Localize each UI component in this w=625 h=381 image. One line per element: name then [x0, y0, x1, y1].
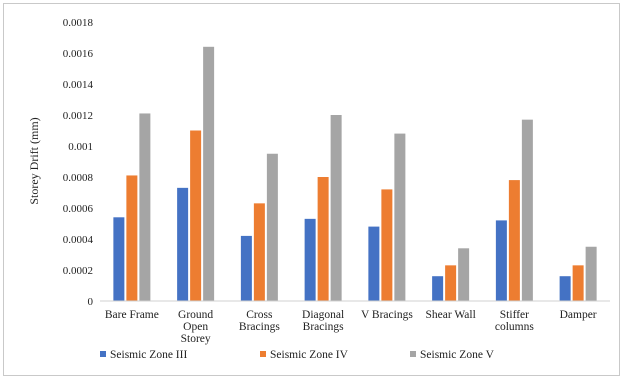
bar [381, 189, 393, 301]
legend-swatch [410, 351, 416, 357]
bar [240, 235, 252, 301]
y-axis-ticks: 0 0.0002 0.0004 0.0006 0.0008 0.001 0.0012 0.00… [63, 17, 94, 308]
legend-label: Seismic Zone III [110, 349, 187, 361]
category-label: Bracings [239, 321, 280, 333]
bar [508, 180, 520, 301]
category-label: Open [183, 321, 208, 333]
legend-label: Seismic Zone IV [270, 349, 349, 361]
bar [330, 115, 342, 301]
y-tick-label: 0.0006 [63, 203, 94, 215]
bars [113, 46, 597, 302]
y-tick-label: 0.0004 [63, 234, 94, 246]
bar [394, 133, 406, 301]
category-label: Diagonal [302, 309, 344, 321]
y-tick-label: 0.0018 [63, 17, 94, 29]
bar [495, 220, 507, 301]
category-label: Storey [181, 333, 211, 345]
category-label: columns [495, 321, 534, 333]
category-labels: Bare Frame GroundOpenStoreyCrossBracingsD… [105, 309, 597, 345]
y-tick-label: 0.0008 [63, 172, 94, 184]
bar [253, 203, 265, 301]
legend-swatch [100, 351, 106, 357]
category-label: Damper [560, 309, 597, 321]
y-tick-label: 0 [88, 296, 94, 308]
bar [521, 119, 533, 302]
bar [572, 265, 584, 301]
bar [190, 130, 202, 301]
legend-label: Seismic Zone V [420, 349, 495, 361]
bar [266, 153, 278, 301]
bar [139, 113, 151, 301]
y-tick-label: 0.0016 [63, 48, 94, 60]
y-tick-label: 0.001 [68, 141, 93, 153]
bar [432, 276, 444, 301]
y-tick-label: 0.0012 [63, 110, 93, 122]
y-tick-label: 0.0002 [63, 265, 93, 277]
bar [203, 46, 215, 301]
category-label: Cross [246, 309, 273, 321]
category-label: V Bracings [361, 309, 413, 321]
bar [458, 248, 470, 301]
bar [585, 246, 597, 301]
y-axis-label: Storey Drift (mm) [27, 117, 41, 204]
category-label: Bare Frame [105, 309, 159, 321]
bar [559, 276, 571, 301]
bar [126, 175, 138, 301]
bar [317, 177, 329, 301]
category-label: Shear Wall [425, 309, 475, 321]
bar [445, 265, 457, 301]
category-label: Ground [178, 309, 213, 321]
category-label: Stiffer [500, 309, 529, 321]
legend-swatch [260, 351, 266, 357]
y-tick-label: 0.0014 [63, 79, 94, 91]
category-label: Bracings [303, 321, 344, 333]
bar [177, 187, 189, 301]
legend: Seismic Zone III Seismic Zone IV Seismic Z… [100, 349, 495, 361]
bar [368, 226, 380, 301]
bar [113, 217, 125, 301]
bar [304, 218, 316, 301]
